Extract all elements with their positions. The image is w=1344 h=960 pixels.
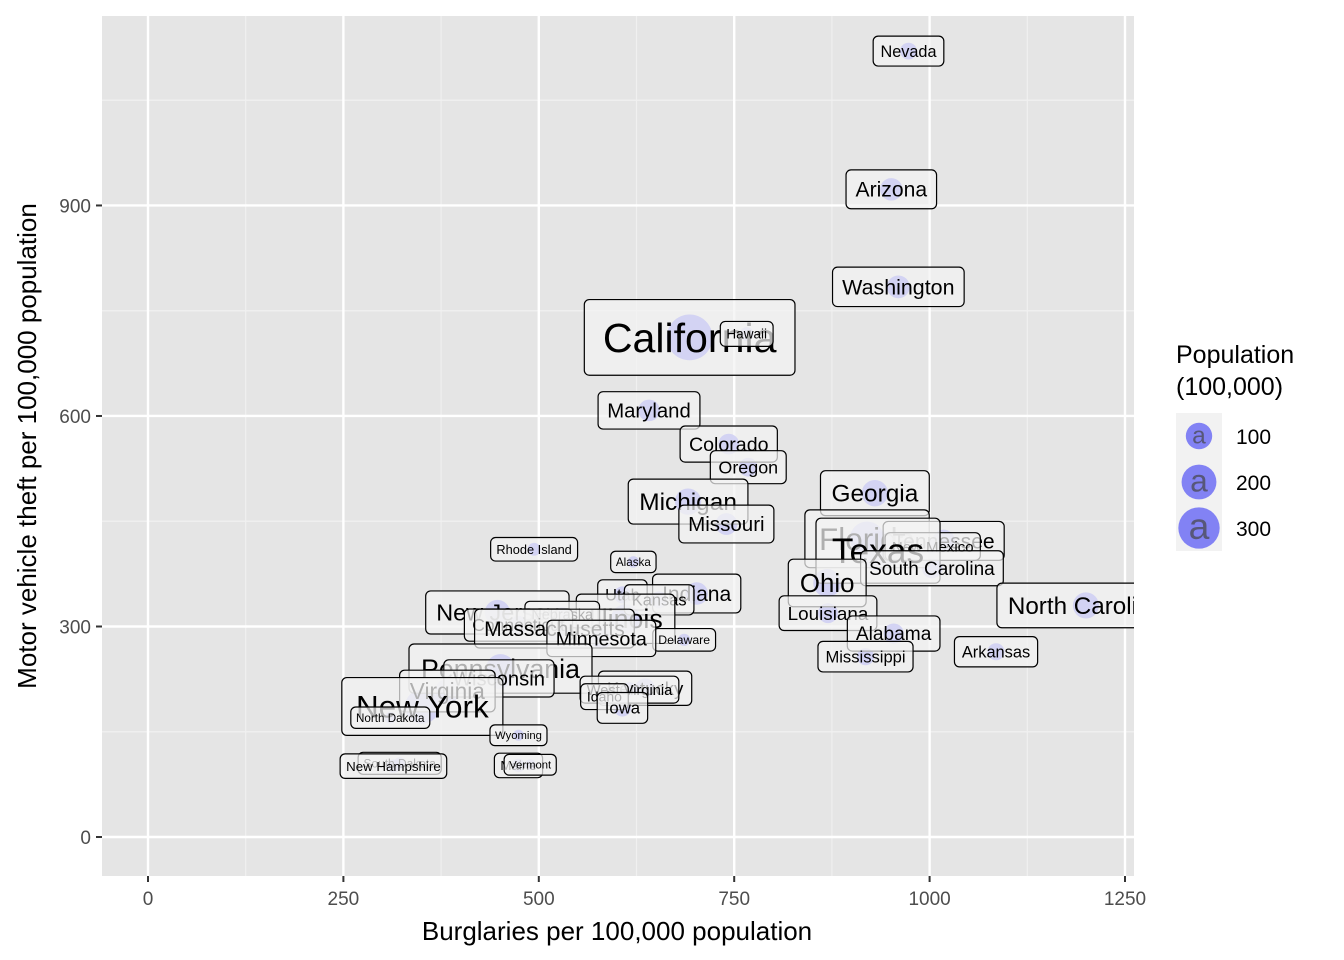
label-text: Georgia — [831, 481, 918, 508]
x-axis-title: Burglaries per 100,000 population — [422, 916, 812, 946]
legend-key-point — [1185, 422, 1213, 450]
label-box — [596, 691, 649, 724]
label-box — [678, 504, 775, 544]
x-tick-label: 750 — [718, 889, 750, 910]
legend-key-glyph: a — [1190, 463, 1208, 499]
label-missouri: Missouri — [678, 504, 775, 544]
label-north-dakota: North Dakota — [350, 706, 431, 730]
y-tick-label: 300 — [59, 617, 91, 638]
x-tick-label: 1250 — [1104, 889, 1146, 910]
x-axis: 0 250 500 750 1000 1250 — [143, 876, 1146, 910]
label-text: Delaware — [658, 633, 710, 647]
label-text: Vermont — [509, 760, 552, 772]
label-vermont: Vermont — [503, 753, 557, 776]
label-box — [831, 266, 965, 308]
label-box — [872, 35, 945, 67]
label-text: Rhode Island — [496, 542, 571, 557]
label-text: Arkansas — [962, 643, 1030, 661]
label-box — [597, 391, 701, 430]
legend-title-line1: Population — [1176, 341, 1294, 369]
label-text: Hawaii — [726, 327, 767, 342]
label-nevada: Nevada — [872, 35, 945, 67]
label-box — [583, 298, 796, 376]
label-text: Alaska — [616, 556, 651, 569]
grid-minor — [102, 16, 1134, 876]
label-washington: Washington — [831, 266, 965, 308]
label-text: North Dakota — [356, 712, 425, 725]
label-text: North Carolina — [1008, 593, 1165, 620]
legend-key-100: a 100 — [1176, 413, 1271, 459]
label-alaska: Alaska — [610, 550, 657, 574]
legend-title-line2: (100,000) — [1176, 373, 1283, 401]
label-box — [845, 169, 938, 210]
label-box — [350, 706, 431, 730]
label-text: Nevada — [880, 43, 937, 61]
label-box — [489, 724, 548, 747]
label-text: Mississippi — [825, 647, 905, 666]
legend-key-point — [1178, 507, 1220, 549]
label-hawaii: Hawaii — [719, 320, 774, 347]
label-text: Washington — [842, 275, 954, 299]
label-ohio: Ohio — [787, 558, 867, 608]
label-box — [490, 536, 579, 562]
legend-keys: a 100 a 200 a 300 — [1176, 413, 1271, 551]
label-arkansas: Arkansas — [953, 636, 1039, 668]
label-box — [719, 320, 774, 347]
legend: Population (100,000) a 100 a 200 a 300 — [1176, 341, 1294, 551]
label-text: Iowa — [605, 699, 641, 718]
label-new-hampshire: New Hampshire — [339, 753, 448, 779]
y-tick-label: 0 — [80, 828, 91, 849]
y-axis: 0 300 600 900 — [59, 196, 102, 849]
legend-key-200: a 200 — [1176, 459, 1271, 505]
label-delaware: Delaware — [652, 627, 717, 652]
point-labels: NevadaArizonaWashingtonCaliforniaHawaiiM… — [339, 35, 1165, 779]
label-rhode-island: Rhode Island — [490, 536, 579, 562]
x-tick-label: 1000 — [908, 889, 950, 910]
label-text: South Carolina — [869, 559, 995, 580]
legend-label: 100 — [1236, 426, 1271, 449]
label-maryland: Maryland — [597, 391, 701, 430]
label-mississippi: Mississippi — [817, 640, 914, 673]
x-tick-label: 0 — [143, 889, 154, 910]
legend-key-300: a 300 — [1176, 505, 1271, 551]
label-georgia: Georgia — [819, 470, 930, 517]
plot-panel — [102, 16, 1134, 876]
y-axis-title: Motor vehicle theft per 100,000 populati… — [12, 203, 42, 689]
label-text: Maryland — [607, 400, 691, 422]
label-north-carolina: North Carolina — [996, 582, 1165, 629]
legend-label: 200 — [1236, 472, 1271, 495]
label-wyoming: Wyoming — [489, 724, 548, 747]
label-box — [339, 753, 448, 779]
label-box — [953, 636, 1039, 668]
label-text: Arizona — [856, 179, 928, 202]
label-box — [817, 640, 914, 673]
label-box — [610, 550, 657, 574]
x-tick-label: 500 — [523, 889, 555, 910]
label-box — [996, 582, 1134, 629]
label-arizona: Arizona — [845, 169, 938, 210]
label-text: Oregon — [718, 457, 778, 477]
y-tick-label: 600 — [59, 407, 91, 428]
legend-label: 300 — [1236, 518, 1271, 541]
y-tick-label: 900 — [59, 196, 91, 217]
label-oregon: Oregon — [709, 450, 787, 485]
label-text: Ohio — [800, 570, 855, 598]
legend-key-point — [1181, 464, 1217, 500]
label-iowa: Iowa — [596, 691, 649, 724]
label-text: New Hampshire — [346, 759, 441, 774]
legend-key-glyph: a — [1192, 422, 1206, 449]
legend-key-glyph: a — [1189, 505, 1210, 547]
x-tick-label: 250 — [328, 889, 360, 910]
label-text: Alabama — [856, 624, 932, 645]
label-text: Wyoming — [495, 730, 542, 742]
label-south-carolina: South Carolina — [859, 550, 1004, 587]
label-text: Missouri — [688, 513, 765, 536]
label-box — [503, 753, 557, 776]
